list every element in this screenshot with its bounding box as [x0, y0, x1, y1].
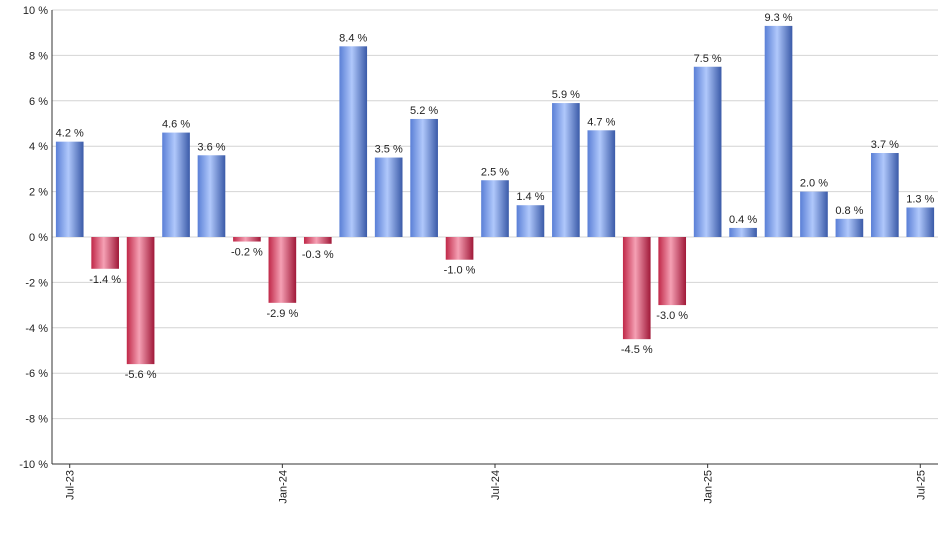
y-tick-label: -10 %: [19, 459, 48, 471]
data-label: -4.5 %: [621, 344, 653, 356]
data-label: -0.2 %: [231, 247, 263, 259]
data-label: 4.2 %: [56, 128, 84, 140]
x-tick-label: Jul-23: [65, 470, 77, 500]
y-tick-label: 0 %: [29, 232, 48, 244]
bar: [693, 66, 722, 237]
bar: [658, 237, 687, 306]
y-tick-label: 10 %: [23, 5, 48, 17]
axes: [51, 10, 938, 468]
bar: [162, 132, 190, 237]
data-label: 5.9 %: [552, 89, 580, 101]
bar: [622, 237, 651, 340]
bar: [410, 118, 438, 237]
data-label: 1.4 %: [516, 191, 544, 203]
data-label: 2.5 %: [481, 166, 509, 178]
bar: [729, 227, 757, 237]
bar: [303, 237, 332, 244]
x-tick-label: Jul-25: [915, 470, 927, 500]
data-label: -1.0 %: [444, 265, 476, 277]
bar: [516, 205, 545, 237]
bar: [55, 141, 84, 237]
data-label: 1.3 %: [906, 193, 934, 205]
data-label: 0.8 %: [835, 205, 863, 217]
y-tick-label: -6 %: [25, 368, 48, 380]
y-tick-label: 4 %: [29, 141, 48, 153]
y-axis-tick-labels: -10 % -8 % -6 % -4 % -2 % 0 % 2 % 4 % 6 % 8 % 10 %: [19, 5, 48, 471]
data-label: -0.3 %: [302, 249, 334, 261]
x-tick-label: Jan-25: [703, 470, 715, 504]
data-label: -1.4 %: [89, 274, 121, 286]
y-tick-label: -4 %: [25, 323, 48, 335]
data-label: 2.0 %: [800, 178, 828, 190]
x-axis-tick-labels: Jul-23 Jan-24 Jul-24 Jan-25 Jul-25: [65, 470, 928, 504]
data-label: 3.6 %: [197, 141, 225, 153]
bar: [871, 153, 899, 237]
bar: [233, 237, 261, 242]
data-label: 4.6 %: [162, 119, 190, 131]
bar: [374, 157, 403, 237]
data-label: 3.5 %: [375, 144, 403, 156]
data-label: 9.3 %: [764, 12, 792, 24]
bar: [91, 237, 119, 269]
data-label: 0.4 %: [729, 214, 757, 226]
y-tick-label: 2 %: [29, 187, 48, 199]
bar: [764, 25, 793, 237]
bar: [800, 191, 828, 237]
bar: [552, 103, 580, 237]
data-label: 7.5 %: [694, 53, 722, 65]
bar: [126, 237, 155, 365]
bar: [197, 155, 226, 237]
y-tick-label: 8 %: [29, 50, 48, 62]
bar: [339, 46, 368, 237]
x-tick-label: Jan-24: [277, 470, 289, 504]
x-tick-label: Jul-24: [490, 470, 502, 500]
bars: [55, 25, 935, 365]
data-label: 3.7 %: [871, 139, 899, 151]
bar: [481, 180, 509, 237]
bar: [906, 207, 935, 237]
data-label: 4.7 %: [587, 116, 615, 128]
data-label: 8.4 %: [339, 32, 367, 44]
bar: [587, 130, 616, 237]
data-labels: 4.2 % -1.4 % -5.6 % 4.6 % 3.6 % -0.2 % -2.9 % -…: [56, 12, 935, 381]
data-label: -2.9 %: [266, 308, 298, 320]
y-tick-label: -2 %: [25, 277, 48, 289]
y-tick-label: -8 %: [25, 414, 48, 426]
y-tick-label: 6 %: [29, 96, 48, 108]
data-label: 5.2 %: [410, 105, 438, 117]
bar: [445, 237, 474, 260]
data-label: -5.6 %: [125, 369, 157, 381]
bar: [268, 237, 297, 303]
bar: [835, 218, 864, 237]
data-label: -3.0 %: [656, 310, 688, 322]
